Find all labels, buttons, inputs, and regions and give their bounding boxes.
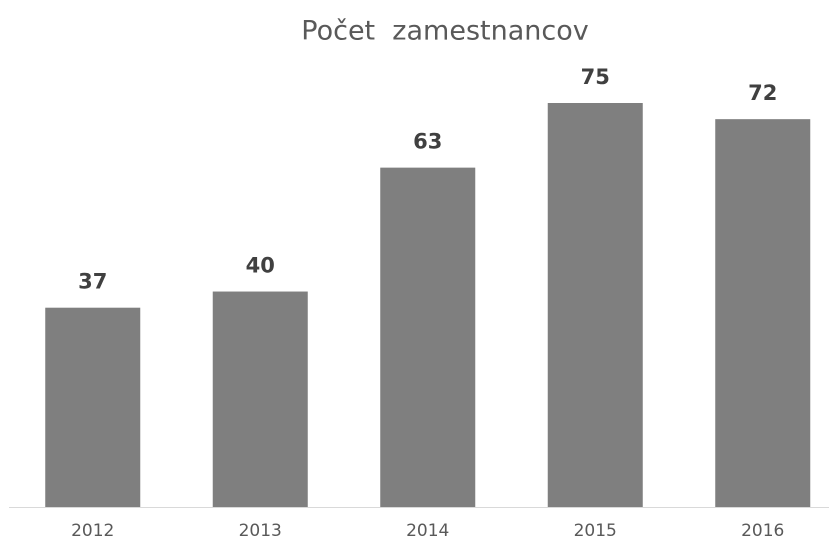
x-tick-label: 2014 bbox=[406, 521, 449, 541]
bar bbox=[547, 103, 643, 507]
data-label: 72 bbox=[748, 81, 777, 105]
chart-title: Počet zamestnancov bbox=[301, 16, 588, 47]
data-label: 75 bbox=[581, 65, 610, 89]
bar bbox=[380, 167, 476, 507]
data-label: 37 bbox=[78, 270, 107, 294]
x-tick-label: 2015 bbox=[574, 521, 617, 541]
bar bbox=[212, 291, 308, 507]
x-tick-label: 2016 bbox=[741, 521, 784, 541]
x-tick-label: 2012 bbox=[71, 521, 114, 541]
x-tick-label: 2013 bbox=[239, 521, 282, 541]
bar bbox=[715, 119, 811, 507]
data-label: 63 bbox=[413, 130, 442, 154]
bar bbox=[45, 307, 141, 507]
data-label: 40 bbox=[246, 254, 275, 278]
